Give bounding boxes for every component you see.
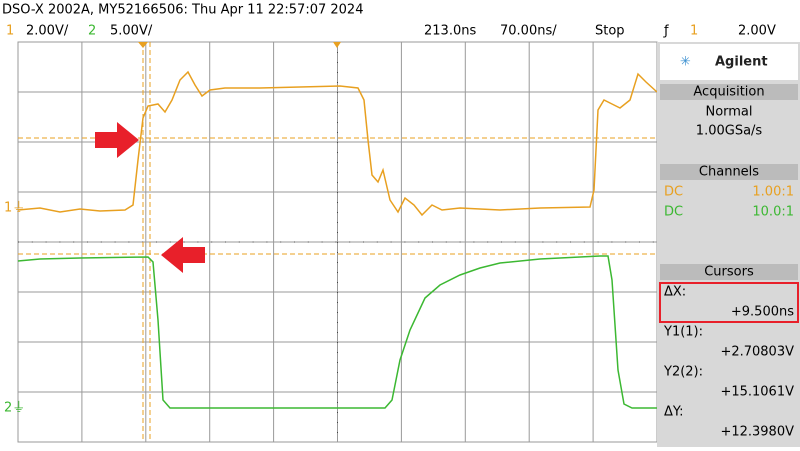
ch1-probe: 1.00:1 <box>752 185 794 200</box>
header-title: DSO-X 2002A, MY52166506: Thu Apr 11 22:5… <box>2 3 363 18</box>
cur-head <box>660 264 798 280</box>
cursor-value: +12.3980V <box>720 425 794 440</box>
arrow-left <box>161 237 205 273</box>
cursor-value: +9.500ns <box>731 305 794 320</box>
ch2-waveform <box>17 255 657 409</box>
delay: 213.0ns <box>424 24 476 39</box>
trigger-level: 2.00V <box>738 24 776 39</box>
ch1-waveform <box>17 70 658 217</box>
ch1-ground: 1⏚ <box>4 201 25 216</box>
cursor-label: ΔY: <box>664 405 684 420</box>
brand: Agilent <box>715 55 768 70</box>
ch-title: Channels <box>699 165 759 180</box>
brand-box <box>660 44 798 80</box>
trigger-source: 1 <box>690 24 698 39</box>
acq-title: Acquisition <box>693 85 764 100</box>
acq-rate: 1.00GSa/s <box>696 124 763 139</box>
cursor-value: +2.70803V <box>720 345 794 360</box>
cursor-label: Y2(2): <box>663 365 703 380</box>
ch1-label: 1 <box>6 24 14 39</box>
acq-head <box>660 84 798 100</box>
ch1-scale: 2.00V/ <box>26 24 69 39</box>
ch-head <box>660 164 798 180</box>
ch2-label: 2 <box>88 24 96 39</box>
side-panel <box>657 42 800 447</box>
trigger-icon: ƒ <box>663 24 669 39</box>
cursor-label: Y1(1): <box>663 325 703 340</box>
run-state: Stop <box>595 24 625 39</box>
timebase: 70.00ns/ <box>500 24 557 39</box>
cursor-label: ΔX: <box>664 285 686 300</box>
acq-mode: Normal <box>705 105 752 120</box>
delay-marker <box>333 42 341 48</box>
cursor-value: +15.1061V <box>720 385 794 400</box>
ch2-scale: 5.00V/ <box>110 24 153 39</box>
highlight-box <box>659 282 799 323</box>
grid <box>17 41 658 443</box>
ch1-coupling: DC <box>664 185 683 200</box>
ch2-probe: 10.0:1 <box>752 205 794 220</box>
arrow-right <box>95 122 139 158</box>
ch2-ground: 2⏚ <box>4 401 25 416</box>
ch2-coupling: DC <box>664 205 683 220</box>
brand-logo: ✳ <box>680 55 691 70</box>
cur-title: Cursors <box>704 265 754 280</box>
cursor-readouts: ΔX: +9.500ns Y1(1): +2.70803V Y2(2): +15.1061… <box>663 285 794 440</box>
